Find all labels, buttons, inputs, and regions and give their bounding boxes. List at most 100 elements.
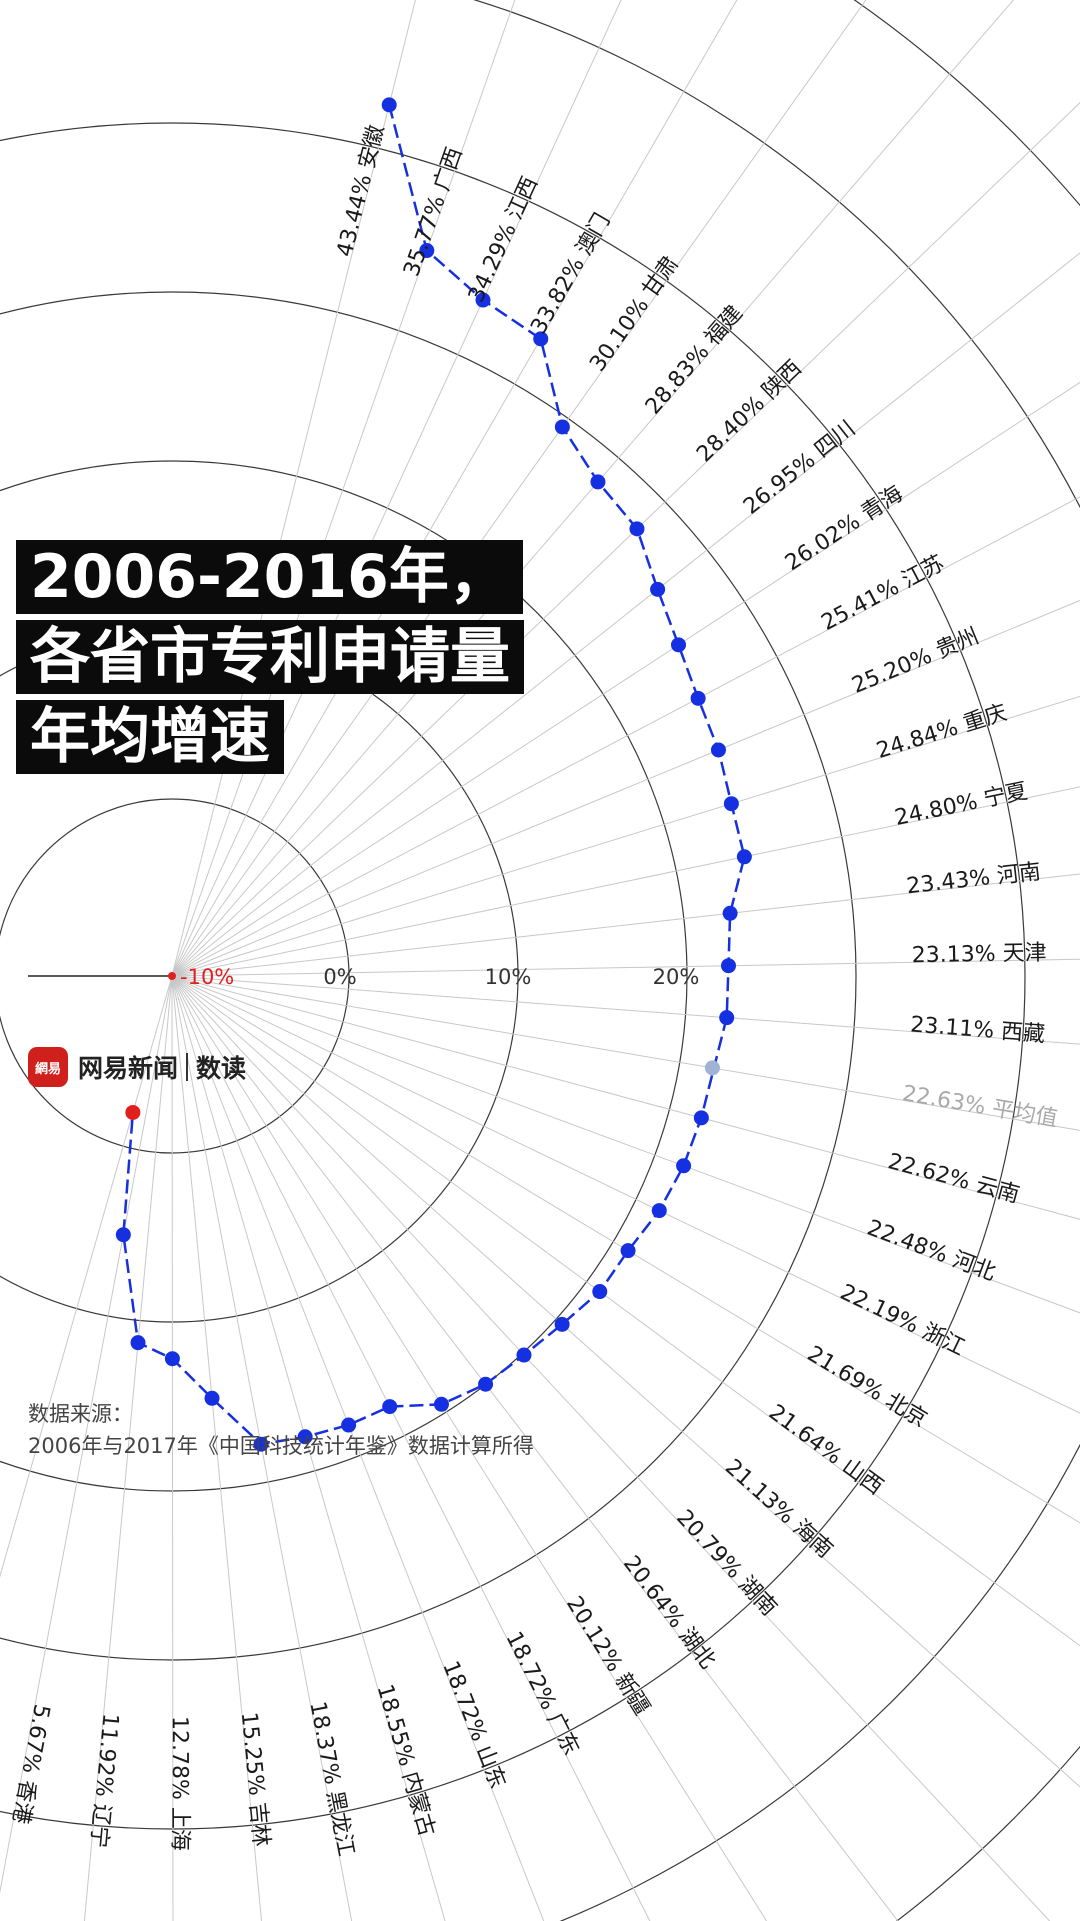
spoke-6 (171, 102, 1080, 977)
spoke-24 (171, 975, 899, 1921)
spoke-34 (0, 975, 173, 1578)
data-point (693, 1110, 709, 1126)
chart-title: 2006-2016年， 各省市专利申请量 年均增速 (16, 540, 524, 780)
logo-text: 网易新闻 (78, 1054, 179, 1083)
axis-tick-label: 10% (485, 965, 532, 989)
spoke-11 (171, 695, 1080, 977)
spoke-25 (171, 975, 768, 1921)
data-label: 12.78% 上海 (167, 1716, 192, 1851)
spoke-31 (171, 975, 174, 1921)
spoke-2 (171, 0, 622, 977)
title-line-3: 年均增速 (16, 700, 284, 774)
data-source: 数据来源： 2006年与2017年《中国科技统计年鉴》数据计算所得 (28, 1398, 534, 1462)
title-line-1: 2006-2016年， (16, 540, 523, 614)
data-label: 28.83% 福建 (641, 301, 748, 419)
data-point (381, 97, 397, 113)
data-label: 22.19% 浙江 (836, 1280, 968, 1361)
spoke-33 (0, 975, 173, 1894)
spoke-15 (171, 975, 1080, 1045)
data-point (629, 521, 645, 537)
ring-2 (0, 460, 688, 1492)
data-label: 23.13% 天津 (912, 941, 1047, 969)
data-label: 20.79% 湖南 (671, 1505, 781, 1621)
data-label: 21.13% 海南 (720, 1455, 837, 1564)
spoke-5 (171, 0, 1015, 977)
data-point (690, 690, 706, 706)
data-label: 15.25% 吉林 (236, 1711, 274, 1848)
axis-tick-label: -10% (180, 965, 234, 989)
data-label: 20.64% 湖北 (618, 1551, 720, 1673)
spoke-16 (171, 975, 1080, 1131)
series-line (122, 104, 746, 1446)
data-point (478, 1376, 494, 1392)
data-point (382, 1399, 398, 1415)
data-label: 22.48% 河北 (864, 1216, 999, 1286)
data-point (650, 581, 666, 597)
data-label: 22.63% 平均值 (900, 1081, 1059, 1132)
netease-logo-icon: 網易 (28, 1047, 68, 1087)
data-point (676, 1158, 692, 1174)
data-point (720, 958, 736, 974)
data-label: 34.29% 江西 (464, 173, 543, 306)
data-point (297, 1429, 313, 1445)
data-point (130, 1335, 146, 1351)
data-label: 18.55% 内蒙古 (372, 1682, 440, 1840)
logo-divider (186, 1053, 189, 1081)
spoke-22 (171, 975, 1080, 1788)
spoke-14 (171, 958, 1080, 977)
data-point (704, 1060, 720, 1076)
source-label: 数据来源： (28, 1402, 133, 1426)
data-point (475, 292, 491, 308)
ring-3 (0, 291, 857, 1661)
data-point (516, 1347, 532, 1363)
spoke-20 (171, 975, 1080, 1524)
spoke-0 (171, 0, 416, 977)
data-point (554, 419, 570, 435)
axis-tick-label: 20% (653, 965, 700, 989)
spoke-32 (83, 975, 173, 1921)
data-label: 30.10% 甘肃 (585, 252, 684, 376)
spoke-18 (171, 975, 1080, 1314)
spoke-21 (171, 975, 1080, 1647)
data-point (253, 1436, 269, 1452)
data-label: 25.41% 江苏 (818, 551, 949, 636)
data-point (115, 1227, 131, 1243)
data-label: 24.80% 宁夏 (893, 779, 1030, 831)
spoke-8 (171, 381, 1080, 977)
data-point (710, 742, 726, 758)
data-label: 23.43% 河南 (905, 859, 1042, 899)
spoke-27 (171, 975, 545, 1921)
title-line-2: 各省市专利申请量 (16, 620, 524, 694)
spoke-26 (171, 975, 651, 1921)
data-label: 20.12% 新疆 (561, 1592, 654, 1719)
netease-news-logo: 網易 网易新闻 数读 (28, 1047, 246, 1087)
logo-subtitle: 数读 (196, 1054, 247, 1083)
data-label: 18.37% 黑龙江 (304, 1699, 358, 1858)
spoke-9 (171, 496, 1080, 977)
data-label: 26.95% 四川 (739, 416, 860, 520)
data-point (341, 1417, 357, 1433)
data-point (164, 1351, 180, 1367)
data-label: 33.82% 澳门 (526, 209, 615, 338)
data-label: 28.40% 陕西 (692, 356, 807, 468)
data-point (433, 1396, 449, 1412)
data-label: 22.62% 云南 (885, 1149, 1022, 1208)
data-point (533, 331, 549, 347)
data-point (204, 1390, 220, 1406)
spoke-17 (171, 975, 1080, 1220)
data-label: 18.72% 广东 (501, 1628, 584, 1760)
data-label: 21.64% 山西 (764, 1400, 887, 1500)
data-label: 43.44% 安徽 (333, 123, 390, 260)
center-marker (168, 972, 176, 980)
data-point (592, 1284, 608, 1300)
data-label: 11.92% 辽宁 (85, 1712, 122, 1849)
axis-tick-label: 0% (323, 965, 356, 989)
data-point (590, 474, 606, 490)
spoke-3 (171, 0, 738, 977)
data-label: 5.67% 香港 (7, 1702, 54, 1825)
data-label: 26.02% 青海 (781, 481, 908, 576)
data-point (719, 1010, 735, 1026)
data-point (736, 849, 752, 865)
